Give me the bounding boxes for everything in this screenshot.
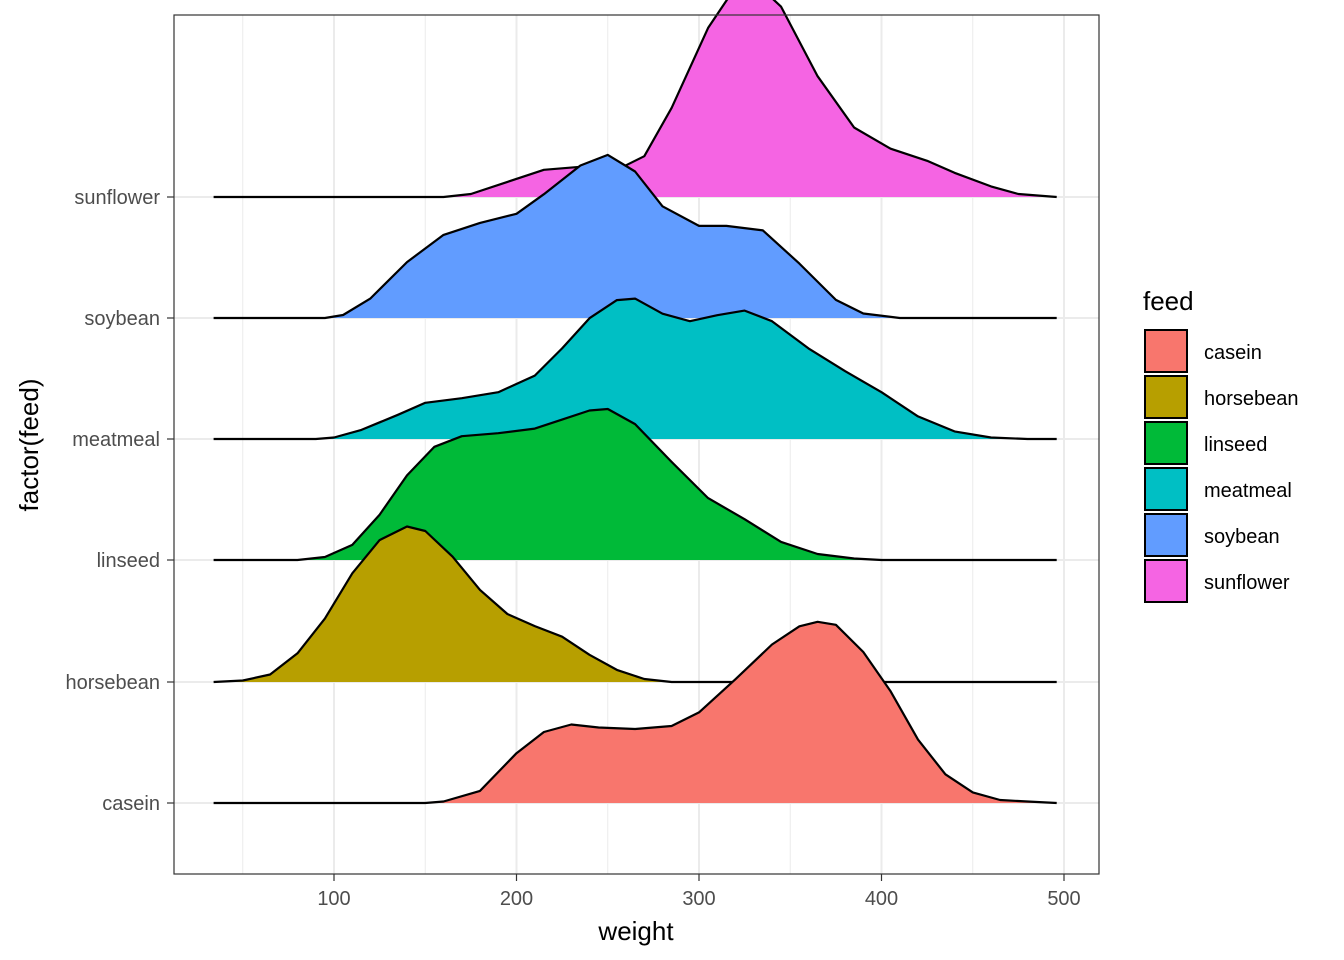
legend: feed casein horsebean linseed meatmeal soybe… [1143, 286, 1299, 603]
ridge-outline-sunflower [213, 0, 1057, 199]
y-tick-label: linseed [97, 550, 160, 572]
ridge-fill-casein [213, 621, 1057, 803]
ridge-outline-casein [213, 620, 1057, 805]
y-tick-label: casein [102, 793, 160, 815]
legend-key-sunflower [1144, 559, 1188, 603]
x-tick-label: 500 [1047, 888, 1080, 910]
x-axis: 100 200 300 400 500 [317, 874, 1081, 910]
x-tick-label: 400 [865, 888, 898, 910]
legend-label-sunflower: sunflower [1204, 572, 1290, 594]
y-axis: casein horsebean linseed meatmeal soybean sun… [65, 187, 174, 815]
legend-label-casein: casein [1204, 342, 1262, 364]
legend-key-casein [1144, 329, 1188, 373]
ridge-outline-meatmeal [213, 297, 1057, 441]
legend-label-linseed: linseed [1204, 434, 1267, 456]
legend-label-soybean: soybean [1204, 526, 1280, 548]
x-tick-label: 200 [500, 888, 533, 910]
x-tick-label: 100 [317, 888, 350, 910]
legend-key-horsebean [1144, 375, 1188, 419]
y-tick-label: meatmeal [72, 429, 160, 451]
ridge-outline-linseed [213, 407, 1057, 562]
y-tick-label: horsebean [65, 672, 160, 694]
y-axis-title: factor(feed) [14, 379, 44, 512]
density-ridges [213, 0, 1057, 805]
ridge-fill-soybean [213, 154, 1057, 318]
ridge-fill-linseed [213, 409, 1057, 560]
legend-label-horsebean: horsebean [1204, 388, 1299, 410]
plot-panel-border [173, 14, 1100, 875]
legend-key-meatmeal [1144, 467, 1188, 511]
ridge-fill-horsebean [213, 526, 1057, 682]
y-tick-label: sunflower [74, 187, 160, 209]
y-tick-label: soybean [84, 308, 160, 330]
ridge-outline-soybean [213, 153, 1057, 320]
x-axis-title: weight [597, 916, 674, 946]
ridge-fill-sunflower [213, 0, 1057, 197]
legend-title: feed [1143, 286, 1194, 316]
ridge-outline-horsebean [213, 525, 1057, 684]
legend-key-soybean [1144, 513, 1188, 557]
legend-label-meatmeal: meatmeal [1204, 480, 1292, 502]
x-tick-label: 300 [682, 888, 715, 910]
legend-key-linseed [1144, 421, 1188, 465]
